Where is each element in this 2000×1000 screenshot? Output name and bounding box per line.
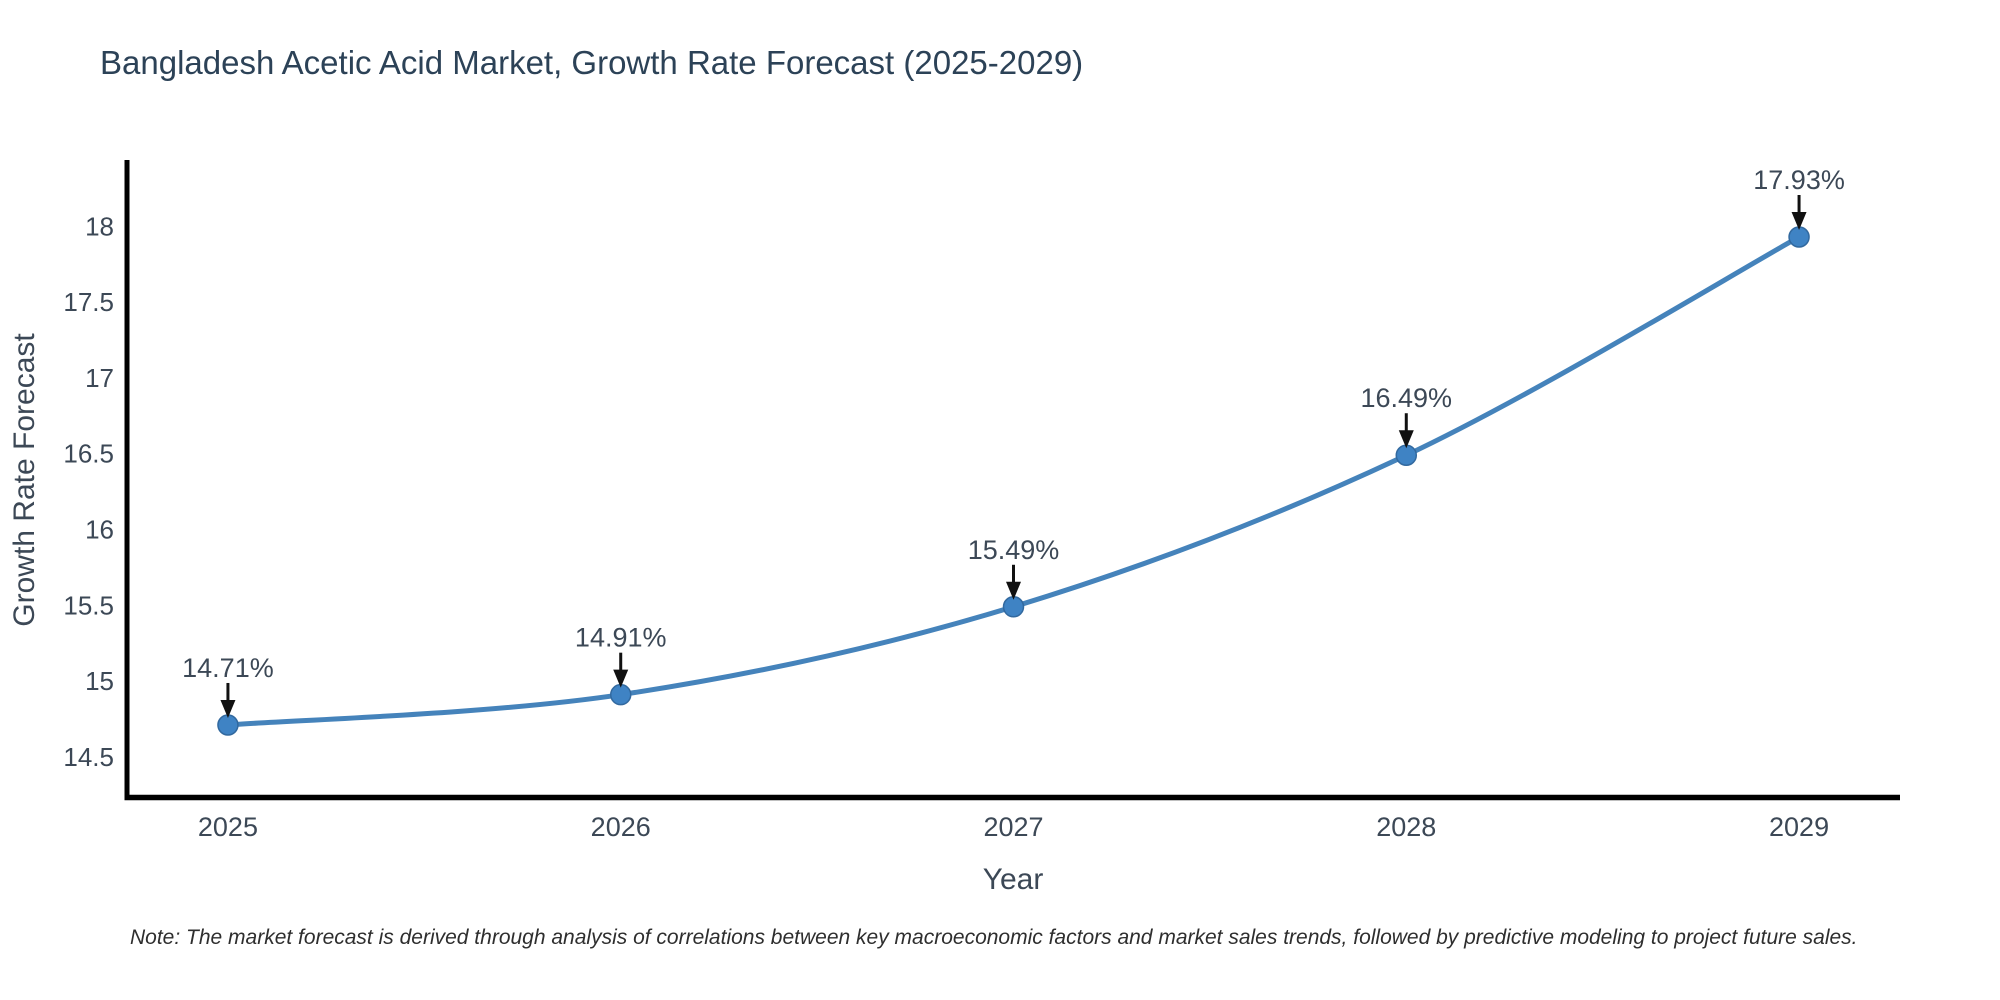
x-tick-label: 2027 (983, 812, 1043, 842)
point-value-label: 15.49% (968, 535, 1060, 565)
chart-title: Bangladesh Acetic Acid Market, Growth Ra… (100, 44, 1083, 81)
x-tick-label: 2028 (1376, 812, 1436, 842)
y-tick-label: 14.5 (63, 742, 114, 772)
y-tick-label: 18 (85, 211, 114, 241)
x-tick-label: 2029 (1769, 812, 1829, 842)
annotation-arrowhead (1006, 581, 1021, 600)
forecast-line (225, 234, 1802, 728)
annotation-2027: 15.49% (968, 535, 1060, 600)
y-axis-title: Growth Rate Forecast (8, 333, 41, 627)
x-axis-title: Year (983, 863, 1044, 896)
y-tick-label: 15 (85, 666, 114, 696)
y-tick-label: 15.5 (63, 590, 114, 620)
annotation-arrowhead (220, 699, 236, 718)
point-annotations: 14.71% 14.91% 15.49% 16.49% 17.93% (182, 165, 1845, 718)
point-value-label: 14.71% (182, 653, 274, 683)
point-value-label: 17.93% (1753, 165, 1845, 195)
annotation-2029: 17.93% (1753, 165, 1845, 230)
annotation-2026: 14.91% (575, 623, 667, 688)
point-value-label: 14.91% (575, 623, 667, 653)
y-tick-label: 16.5 (63, 439, 114, 469)
x-tick-label: 2025 (198, 812, 258, 842)
annotation-arrowhead (613, 669, 629, 688)
y-tick-label: 16 (85, 514, 114, 544)
annotation-2025: 14.71% (182, 653, 274, 718)
y-tick-label: 17 (85, 363, 114, 393)
annotation-arrowhead (1398, 430, 1414, 449)
forecast-series (217, 226, 1810, 736)
annotation-arrowhead (1791, 211, 1807, 230)
x-tick-label: 2026 (591, 812, 651, 842)
point-value-label: 16.49% (1360, 383, 1452, 413)
x-axis-tick-labels: 2025 2026 2027 2028 2029 (198, 812, 1829, 842)
footnote: Note: The market forecast is derived thr… (130, 926, 1858, 949)
annotation-2028: 16.49% (1360, 383, 1452, 449)
y-tick-label: 17.5 (63, 287, 114, 317)
y-axis-tick-labels: 14.5 15 15.5 16 16.5 17 17.5 18 (63, 211, 114, 771)
